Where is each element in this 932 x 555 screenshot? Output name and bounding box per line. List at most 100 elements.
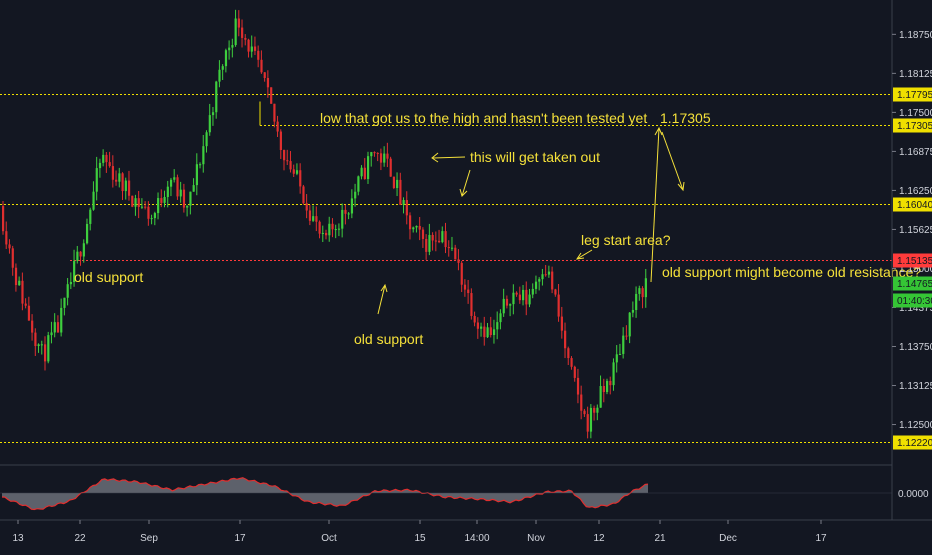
candle-40	[131, 195, 134, 208]
projection-down	[661, 131, 684, 191]
x-tick-label-4: Oct	[321, 533, 337, 544]
candle-144	[467, 279, 470, 304]
candle-3	[11, 245, 14, 276]
arrowhead-down-taken-out	[459, 188, 468, 197]
candle-73	[237, 10, 240, 37]
candle-79	[257, 45, 260, 68]
candle-57	[186, 205, 189, 217]
candle-1	[5, 221, 8, 250]
y-tick-label-0: 1.18750	[899, 30, 932, 41]
candle-53	[173, 169, 176, 183]
candles	[2, 9, 647, 439]
candle-112	[363, 158, 366, 180]
candle-171	[554, 288, 557, 297]
candle-51	[166, 180, 169, 208]
candle-142	[460, 260, 463, 293]
candle-10	[34, 328, 37, 356]
candle-127	[412, 226, 415, 233]
arrowhead-leg-start	[575, 252, 585, 260]
candle-26	[85, 218, 89, 245]
price-axis-labels: 1.18750 1.18125 1.17500 1.16875 1.16250 1.156…	[892, 30, 932, 431]
candle-133	[431, 232, 434, 251]
candle-110	[357, 175, 360, 196]
candle-168	[544, 264, 547, 277]
x-tick-label-3: 17	[234, 533, 246, 544]
candle-23	[76, 245, 79, 264]
candle-164	[531, 283, 534, 299]
candle-86	[279, 129, 282, 159]
candle-91	[295, 163, 299, 176]
candle-24	[79, 251, 82, 266]
axes	[0, 0, 932, 521]
candle-198	[641, 286, 644, 309]
arrowhead-taken-out	[431, 152, 439, 163]
y-tick-label-3: 1.16875	[899, 147, 932, 158]
candle-99	[321, 225, 324, 243]
candle-45	[147, 201, 150, 226]
candle-120	[389, 156, 392, 177]
candle-52	[169, 177, 173, 197]
candle-50	[163, 190, 166, 208]
candle-41	[134, 194, 137, 216]
candle-121	[392, 176, 396, 190]
level-tag-4: 1.12220	[893, 435, 932, 450]
candle-13	[43, 336, 47, 371]
candle-20	[66, 278, 69, 306]
svg-text:1.17795: 1.17795	[897, 90, 932, 101]
candle-167	[541, 268, 544, 286]
candle-35	[115, 170, 118, 186]
candle-38	[124, 177, 127, 200]
candle-37	[121, 172, 124, 201]
annotation-target-price: 1.17305	[660, 110, 711, 126]
candle-106	[344, 204, 347, 225]
x-tick-label-2: Sep	[140, 533, 158, 544]
candle-149	[483, 316, 486, 346]
candle-76	[247, 38, 250, 58]
candle-8	[27, 296, 31, 321]
y-tick-label-9: 1.13125	[899, 381, 932, 392]
candle-83	[270, 87, 273, 104]
oscillator-signal-line	[1, 477, 649, 511]
candle-147	[476, 317, 480, 339]
candle-153	[496, 311, 499, 340]
candle-27	[89, 207, 92, 231]
svg-text:1.14765: 1.14765	[897, 279, 932, 290]
candle-92	[299, 163, 302, 194]
candle-158	[512, 284, 515, 315]
level-tag-0: 1.17795	[893, 87, 932, 102]
candle-177	[573, 365, 576, 382]
candle-122	[396, 172, 399, 197]
candle-63	[205, 130, 208, 153]
candle-64	[208, 103, 211, 136]
x-tick-label-9: 21	[654, 533, 666, 544]
candle-97	[315, 206, 318, 232]
x-tick-label-6: 14:00	[464, 533, 489, 544]
candle-117	[379, 148, 383, 171]
candle-48	[157, 192, 160, 220]
candle-74	[241, 19, 244, 48]
candle-175	[567, 346, 570, 366]
y-tick-label-5: 1.15625	[899, 225, 932, 236]
candle-39	[127, 170, 131, 201]
candle-59	[192, 178, 195, 192]
candle-165	[534, 275, 538, 294]
candle-140	[454, 244, 457, 260]
annotations: low that got us to the high and hasn't b…	[74, 110, 921, 347]
candle-67	[218, 60, 221, 88]
level-tag-3: 1.15135	[893, 253, 932, 268]
candle-21	[69, 272, 73, 290]
candle-118	[383, 146, 386, 167]
candle-75	[244, 34, 247, 46]
candle-9	[31, 314, 34, 341]
candle-70	[228, 40, 231, 60]
candle-100	[325, 229, 328, 240]
oscillator-zero-label: 0.0000	[898, 489, 929, 500]
annotation-old-support-middle: old support	[354, 331, 423, 347]
candle-179	[580, 385, 583, 420]
candle-19	[63, 297, 66, 316]
candle-33	[108, 151, 111, 168]
candle-116	[376, 152, 379, 162]
candle-55	[179, 181, 182, 203]
y-tick-label-10: 1.12500	[899, 420, 932, 431]
